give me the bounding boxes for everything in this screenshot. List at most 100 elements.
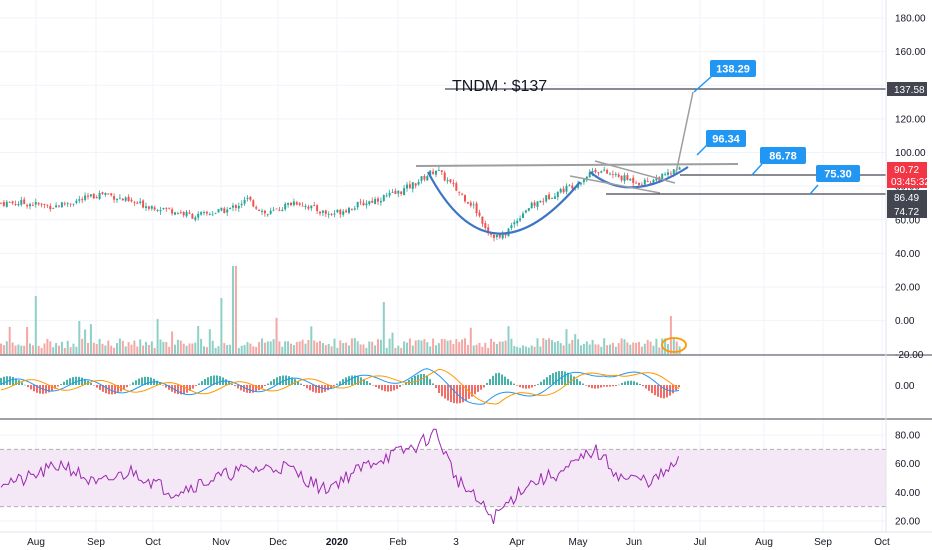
- callout-box-75[interactable]: [816, 165, 860, 182]
- candle: [426, 174, 429, 181]
- candle: [168, 207, 171, 210]
- macd-histogram-bar: [219, 376, 221, 385]
- macd-histogram-bar: [84, 378, 86, 385]
- candle: [269, 207, 272, 216]
- macd-histogram-bar: [645, 385, 647, 389]
- volume-bar: [539, 346, 542, 354]
- price-tick-label: -20.00: [895, 350, 924, 361]
- volume-bar: [261, 338, 263, 354]
- volume-bar: [571, 339, 574, 354]
- volume-bar: [240, 345, 243, 354]
- candle: [40, 202, 43, 208]
- callout-box-86[interactable]: [760, 147, 806, 164]
- macd-histogram-bar: [576, 378, 578, 385]
- macd-histogram-bar: [3, 376, 5, 385]
- candle: [432, 168, 435, 175]
- volume-bar: [524, 346, 527, 354]
- candle: [377, 196, 379, 205]
- volume-bar: [205, 347, 208, 354]
- macd-histogram-bar: [603, 385, 605, 387]
- macd-histogram-bar: [15, 378, 17, 385]
- time-label: Oct: [145, 537, 161, 548]
- candle: [162, 207, 165, 211]
- macd-histogram-bar: [204, 379, 206, 385]
- candle: [406, 181, 408, 192]
- volume-bar: [562, 345, 565, 354]
- candle: [101, 191, 104, 196]
- candle: [649, 180, 652, 184]
- macd-histogram-bar: [225, 379, 227, 385]
- macd-histogram-bar: [378, 385, 380, 389]
- volume-bar: [437, 343, 440, 354]
- macd-histogram-bar: [270, 381, 272, 385]
- macd-histogram-bar: [300, 383, 302, 385]
- macd-histogram-bar: [72, 377, 74, 385]
- macd-histogram-bar: [498, 372, 500, 385]
- candle: [667, 168, 669, 179]
- macd-histogram-bar: [264, 385, 266, 386]
- macd-histogram-bar: [36, 385, 38, 393]
- volume-bar: [490, 338, 493, 354]
- callout-box-96[interactable]: [706, 130, 746, 147]
- time-label: Nov: [212, 537, 230, 548]
- macd-histogram-bar: [651, 385, 653, 394]
- candle: [353, 205, 356, 211]
- volume-bar: [20, 345, 23, 354]
- candle: [484, 220, 487, 230]
- candle: [263, 210, 266, 217]
- volume-bar: [423, 339, 426, 354]
- volume-bar: [232, 266, 234, 354]
- macd-histogram-bar: [63, 381, 65, 385]
- volume-bar: [321, 342, 324, 354]
- candle: [458, 191, 461, 196]
- volume-bar: [330, 346, 333, 354]
- candle: [252, 199, 255, 208]
- macd-histogram-bar: [93, 385, 95, 386]
- macd-histogram-bar: [117, 385, 119, 393]
- candle: [197, 211, 200, 221]
- volume-bar: [284, 341, 287, 354]
- macd-histogram-bar: [6, 376, 8, 385]
- macd-histogram-bar: [33, 385, 35, 392]
- volume-bar: [548, 338, 551, 354]
- volume-bar: [101, 343, 104, 354]
- candle: [217, 209, 220, 213]
- volume-bar: [156, 319, 159, 354]
- macd-histogram-bar: [618, 384, 620, 386]
- macd-histogram-bar: [354, 375, 356, 385]
- candle: [34, 198, 37, 208]
- candle: [136, 201, 139, 204]
- volume-bar: [672, 338, 675, 354]
- time-label: May: [569, 537, 588, 548]
- macd-histogram-bar: [27, 385, 29, 388]
- candle: [487, 223, 490, 236]
- price-label-support2-bg: [887, 204, 927, 218]
- volume-bar: [516, 346, 519, 354]
- volume-bar: [81, 338, 84, 354]
- macd-histogram-bar: [450, 385, 452, 403]
- volume-bar: [374, 345, 377, 354]
- volume-bar: [0, 343, 2, 354]
- macd-histogram-bar: [357, 376, 359, 385]
- macd-histogram-bar: [648, 385, 650, 391]
- annotations[interactable]: TNDM : $137 138.29 96.34 86.78 75.30: [415, 60, 886, 353]
- macd-histogram-bar: [333, 385, 335, 387]
- volume-bar: [281, 346, 284, 354]
- volume-bar: [92, 342, 95, 354]
- candle: [118, 194, 121, 200]
- volume-bar: [522, 345, 524, 354]
- time-axis[interactable]: Aug Sep Oct Nov Dec 2020 Feb 3 Apr May Jun Jul Aug Se…: [0, 531, 932, 548]
- macd-histogram-bar: [492, 375, 494, 385]
- macd-histogram-bar: [429, 379, 431, 385]
- volume-bar: [142, 345, 145, 354]
- macd-histogram-bar: [228, 381, 230, 385]
- volume-bar: [179, 340, 182, 354]
- volume-bar: [26, 326, 29, 354]
- price-label-last: 90.72: [894, 165, 919, 176]
- candle: [31, 202, 34, 207]
- candle: [472, 201, 475, 209]
- callout-box-138[interactable]: [710, 60, 756, 77]
- volume-bar: [298, 341, 301, 354]
- price-axis[interactable]: 180.00160.00140.00120.00100.0080.0060.00…: [885, 0, 930, 532]
